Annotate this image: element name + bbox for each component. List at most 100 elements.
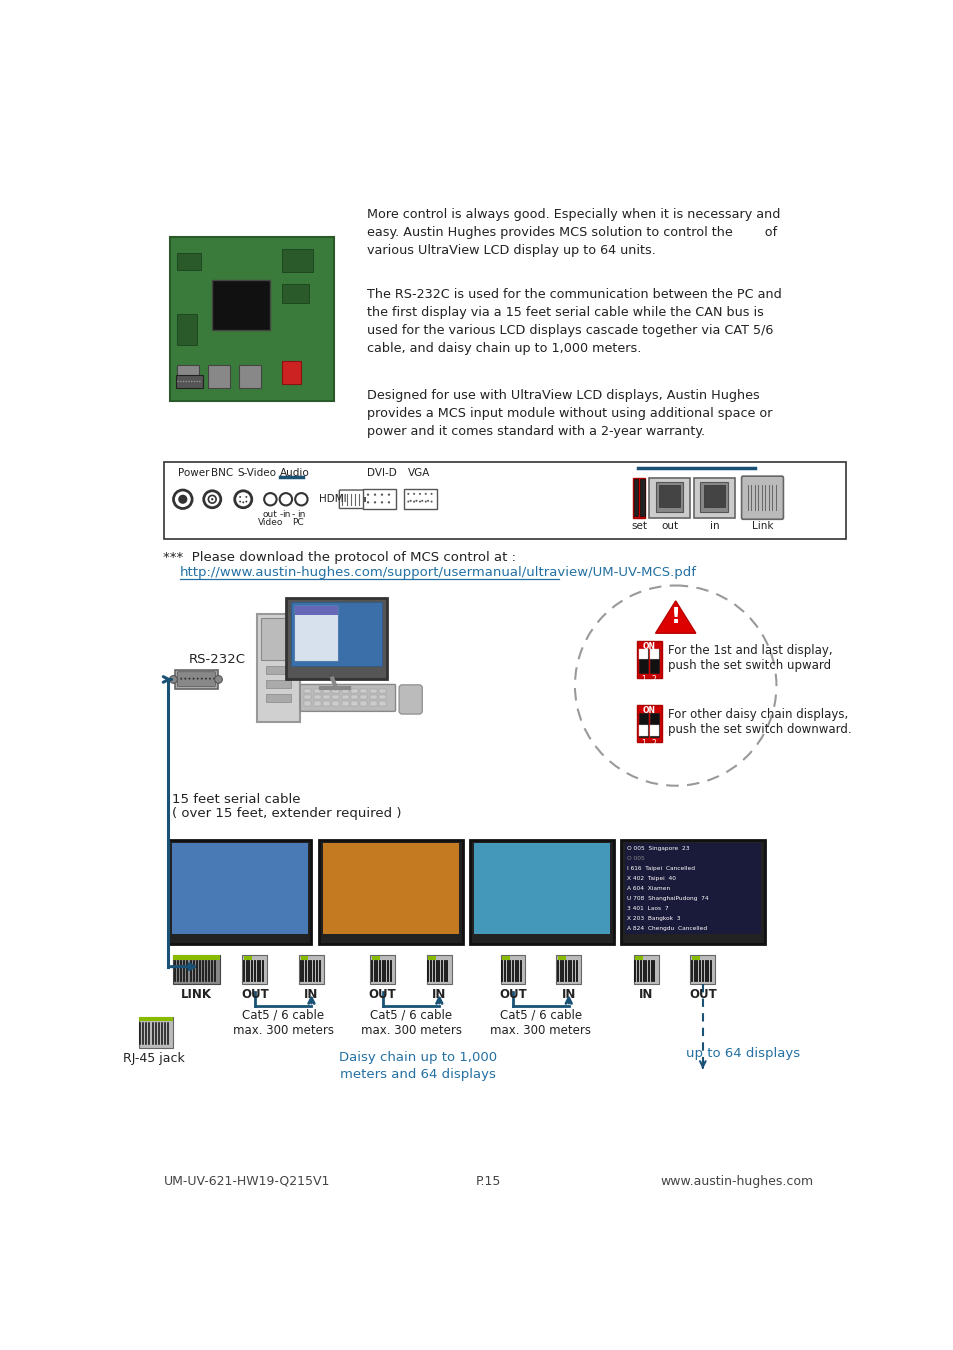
Text: BNC: BNC <box>211 468 233 478</box>
Bar <box>639 648 647 659</box>
Bar <box>172 844 307 934</box>
Text: OUT: OUT <box>241 988 269 1002</box>
Text: IN: IN <box>432 988 446 1002</box>
Circle shape <box>242 501 244 504</box>
Circle shape <box>421 500 423 502</box>
Text: 2: 2 <box>651 675 656 684</box>
Text: Power: Power <box>178 468 210 478</box>
Bar <box>372 956 379 960</box>
Text: P.15: P.15 <box>476 1174 501 1188</box>
Text: 1: 1 <box>640 738 645 748</box>
Bar <box>323 844 458 934</box>
Text: 3 401  Laos  7: 3 401 Laos 7 <box>626 906 668 911</box>
Text: X 203  Bangkok  3: X 203 Bangkok 3 <box>626 915 679 921</box>
Text: Cat5 / 6 cable
max. 300 meters: Cat5 / 6 cable max. 300 meters <box>360 1008 461 1037</box>
Bar <box>239 364 261 387</box>
Bar <box>427 954 452 984</box>
Text: IN: IN <box>561 988 576 1002</box>
Circle shape <box>208 495 216 504</box>
Circle shape <box>177 381 179 382</box>
Text: out: out <box>660 521 678 531</box>
Text: out: out <box>263 510 277 518</box>
Bar <box>633 954 658 984</box>
Bar <box>304 695 311 699</box>
Bar <box>378 695 385 699</box>
Text: -: - <box>292 510 294 518</box>
Bar <box>694 478 734 518</box>
Bar <box>177 315 196 346</box>
Bar <box>351 688 357 694</box>
Bar <box>341 688 348 694</box>
Circle shape <box>180 678 182 679</box>
Bar <box>470 840 613 944</box>
Bar <box>138 1017 173 1048</box>
Circle shape <box>264 493 276 505</box>
Text: in: in <box>281 510 290 518</box>
Text: More control is always good. Especially when it is necessary and
easy. Austin Hu: More control is always good. Especially … <box>367 208 780 258</box>
Circle shape <box>413 493 415 495</box>
Circle shape <box>209 678 211 679</box>
Text: in: in <box>709 521 719 531</box>
Bar <box>500 954 525 984</box>
Bar <box>370 954 395 984</box>
Bar <box>620 840 764 944</box>
Bar <box>304 701 311 706</box>
Text: 15 feet serial cable: 15 feet serial cable <box>172 794 300 806</box>
Bar <box>639 725 647 736</box>
Circle shape <box>204 491 220 508</box>
Text: For the 1st and last display,
push the set switch upward: For the 1st and last display, push the s… <box>667 644 832 672</box>
Text: 1: 1 <box>640 675 645 684</box>
Circle shape <box>211 498 213 501</box>
Text: Audio: Audio <box>279 468 309 478</box>
Bar <box>266 680 291 688</box>
Text: -: - <box>279 510 282 518</box>
Bar <box>282 248 313 273</box>
Circle shape <box>196 678 198 679</box>
Circle shape <box>367 501 369 504</box>
Circle shape <box>430 493 432 495</box>
Circle shape <box>188 381 190 382</box>
Bar <box>164 462 845 539</box>
Bar <box>639 479 644 516</box>
Circle shape <box>199 381 200 382</box>
Bar <box>341 695 348 699</box>
Text: http://www.austin-hughes.com/support/usermanual/ultraview/UM-UV-MCS.pdf: http://www.austin-hughes.com/support/use… <box>179 566 696 579</box>
Text: O 005  Singapore  23: O 005 Singapore 23 <box>626 845 689 850</box>
Circle shape <box>279 493 292 505</box>
Circle shape <box>387 494 390 495</box>
Bar <box>633 478 645 518</box>
Text: Link: Link <box>751 521 773 531</box>
Text: ON: ON <box>642 706 655 716</box>
Circle shape <box>214 675 222 683</box>
Text: VGA: VGA <box>407 468 430 478</box>
Circle shape <box>170 675 177 683</box>
Circle shape <box>234 491 252 508</box>
Bar <box>314 688 320 694</box>
Bar <box>360 688 367 694</box>
Bar <box>304 688 311 694</box>
Bar <box>637 705 661 741</box>
Circle shape <box>415 500 417 502</box>
Bar <box>244 956 252 960</box>
FancyBboxPatch shape <box>740 477 782 520</box>
Bar <box>655 482 682 512</box>
Bar <box>639 648 647 674</box>
Bar <box>378 701 385 706</box>
Circle shape <box>239 501 241 502</box>
Circle shape <box>179 495 187 504</box>
Bar <box>173 954 220 984</box>
Circle shape <box>245 501 247 502</box>
Bar <box>212 279 270 329</box>
Text: A 604  Xiamen: A 604 Xiamen <box>626 886 673 891</box>
Bar <box>351 695 357 699</box>
Text: I 616  Taipei  Cancelled: I 616 Taipei Cancelled <box>626 865 694 871</box>
Text: RJ-45 jack: RJ-45 jack <box>123 1052 185 1065</box>
Text: HDMI: HDMI <box>319 494 347 505</box>
Bar <box>266 694 291 702</box>
Circle shape <box>245 495 247 498</box>
Bar <box>261 618 295 660</box>
Bar <box>404 489 436 509</box>
Text: OUT: OUT <box>688 988 716 1002</box>
Circle shape <box>239 495 241 498</box>
Text: in: in <box>297 510 305 518</box>
